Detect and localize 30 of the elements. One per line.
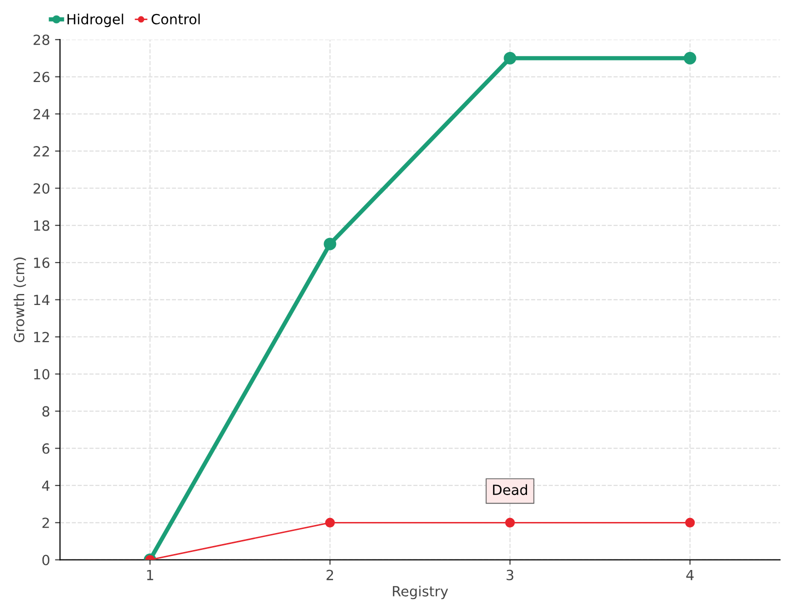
legend-label: Hidrogel xyxy=(68,14,124,28)
y-tick-label: 4 xyxy=(42,480,50,491)
point xyxy=(505,518,515,528)
y-tick-label: 24 xyxy=(34,108,50,120)
annotation: Dead xyxy=(493,484,528,496)
y-tick-label: 20 xyxy=(34,183,50,194)
x-tick-label: 4 xyxy=(686,570,694,580)
legend-label: Control xyxy=(152,14,200,24)
y-tick-label: 6 xyxy=(42,443,50,454)
x-tick-label: 1 xyxy=(147,570,154,580)
y-tick-label: 16 xyxy=(34,258,50,268)
x-tick-label: 3 xyxy=(506,570,514,580)
y-tick-label: 12 xyxy=(34,332,49,342)
point xyxy=(504,52,516,64)
y-tick-label: 28 xyxy=(34,34,50,46)
x-axis-title: Registry xyxy=(392,586,448,600)
x-tick-label: 2 xyxy=(326,570,334,580)
y-tick-label: 0 xyxy=(42,554,50,566)
y-tick-label: 18 xyxy=(34,220,50,231)
y-tick-label: 22 xyxy=(34,146,49,156)
y-tick-label: 14 xyxy=(34,294,50,305)
point xyxy=(685,518,695,528)
y-tick-label: 26 xyxy=(34,72,50,82)
point xyxy=(325,518,335,528)
y-tick-label: 8 xyxy=(42,406,50,417)
y-tick-label: 2 xyxy=(42,518,49,528)
y-axis-title: Growth (cm) xyxy=(14,258,26,342)
point xyxy=(324,238,336,250)
y-tick-label: 10 xyxy=(34,368,50,380)
point xyxy=(684,52,696,64)
